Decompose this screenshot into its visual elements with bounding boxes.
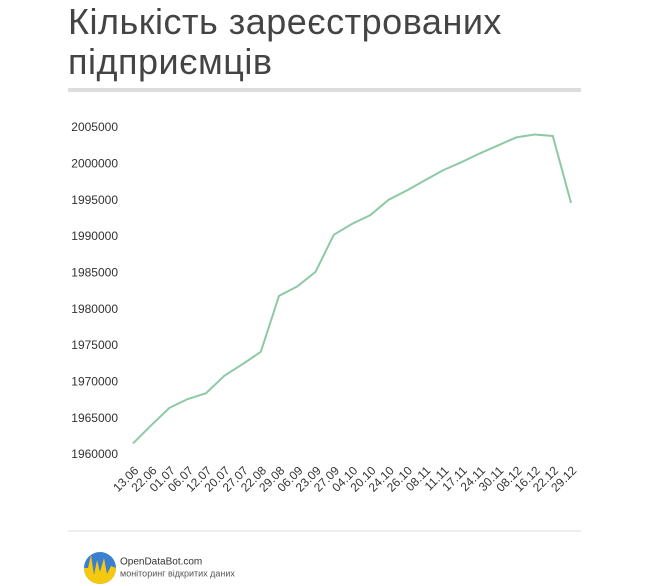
chart-title: Кількість зареєстрованих підприємців	[68, 1, 502, 82]
y-tick-label: 2005000	[71, 120, 118, 134]
y-tick-label: 1975000	[71, 338, 118, 352]
y-tick-label: 1965000	[71, 411, 118, 425]
y-tick-label: 1960000	[71, 447, 118, 461]
y-tick-label: 1990000	[71, 229, 118, 243]
y-tick-label: 1970000	[71, 375, 118, 389]
y-tick-label: 1985000	[71, 266, 118, 280]
footer-brand: OpenDataBot.com	[120, 557, 202, 568]
logo	[84, 552, 116, 584]
y-tick-label: 1980000	[71, 302, 118, 316]
line	[132, 133, 572, 445]
y-tick-label: 2000000	[71, 157, 118, 171]
y-tick-label: 1995000	[71, 193, 118, 207]
footer-tagline: моніторинг відкритих даних	[120, 568, 235, 578]
